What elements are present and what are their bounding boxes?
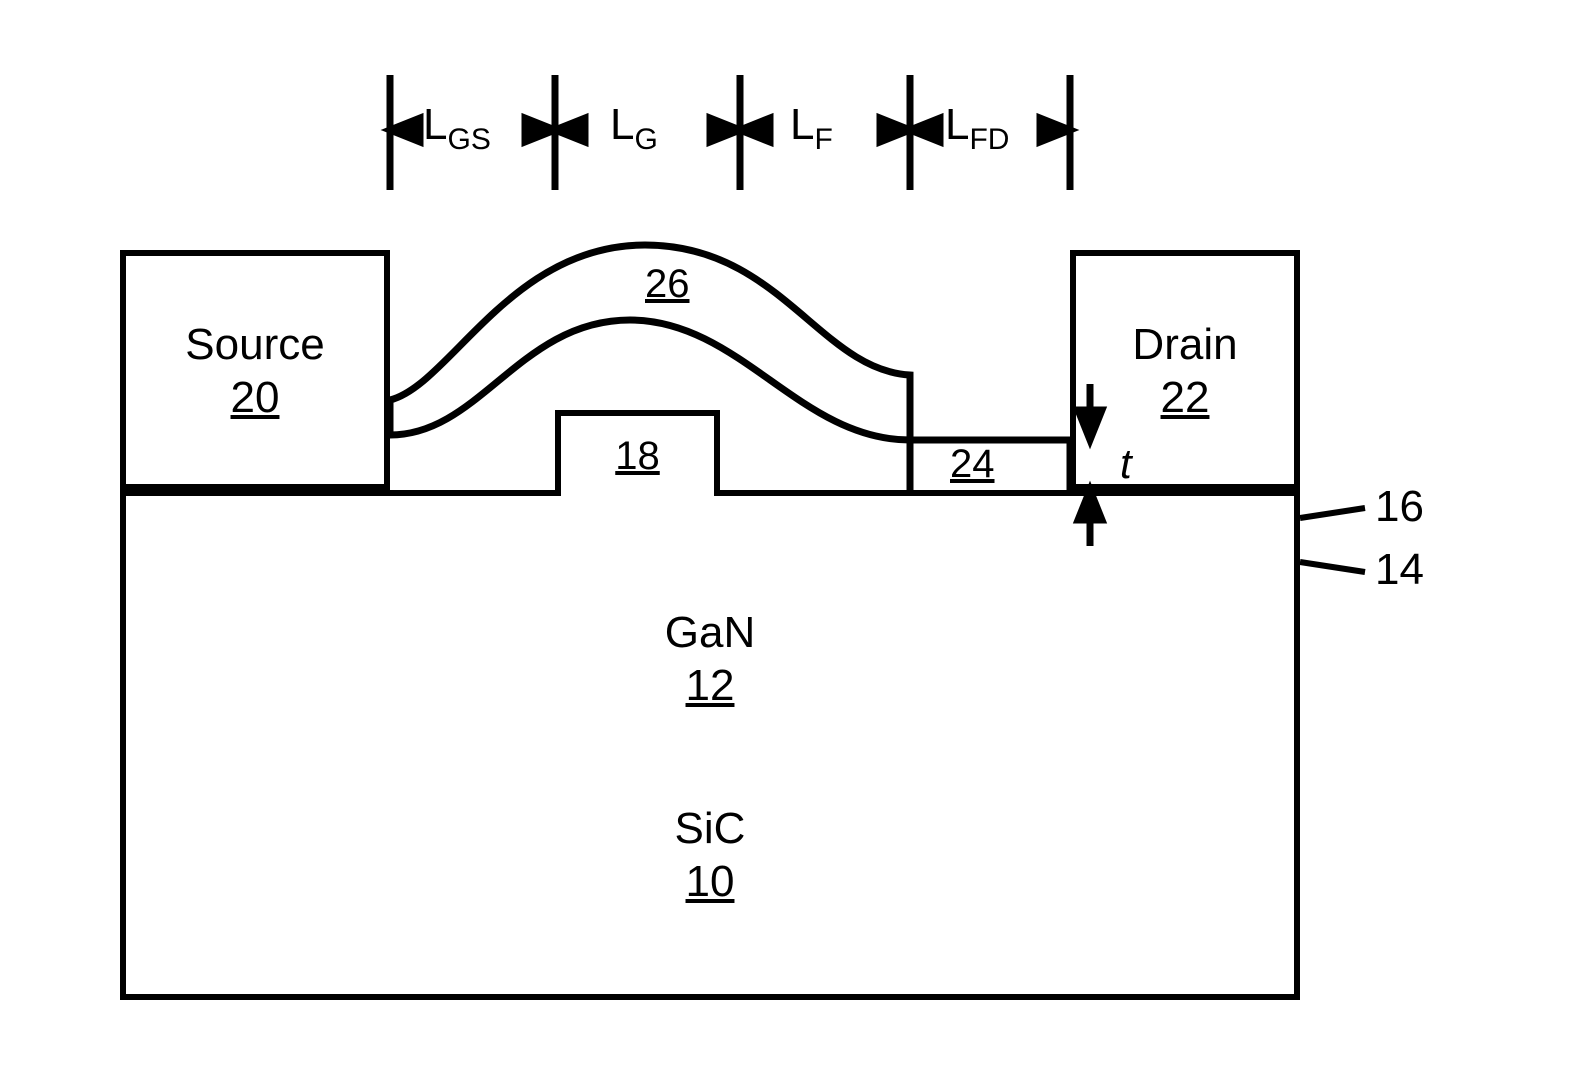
layer-gan: GaN 12: [120, 580, 1300, 746]
drain-label: Drain: [1076, 320, 1294, 371]
source-num: 20: [126, 373, 384, 423]
substrate-sic: SiC 10: [120, 740, 1300, 1000]
field-plate-region: [720, 435, 1070, 496]
source-label: Source: [126, 320, 384, 371]
layer-14-num: 14: [1375, 545, 1424, 595]
layer-16-num: 16: [1375, 482, 1424, 532]
dim-lfd: LFD: [945, 100, 1009, 157]
drain-num: 22: [1076, 373, 1294, 423]
leader-lines: [1300, 508, 1365, 572]
layer-14: [120, 540, 1300, 586]
gan-label: GaN: [126, 608, 1294, 659]
field-24-num: 24: [950, 442, 995, 487]
source-contact: Source 20: [120, 250, 390, 490]
dim-lf: LF: [790, 100, 833, 157]
dim-lg: LG: [610, 100, 658, 157]
gate-num: 18: [561, 416, 714, 479]
transistor-cross-section: SiC 10 GaN 12 Source 20 Drain 22 18: [120, 40, 1470, 1040]
drain-contact: Drain 22: [1070, 250, 1300, 490]
layer-16: [120, 490, 1300, 546]
dim-lgs: LGS: [423, 100, 491, 157]
structure-26-num: 26: [645, 262, 690, 307]
sic-label: SiC: [126, 804, 1294, 855]
thickness-t-label: t: [1120, 440, 1132, 488]
gan-num: 12: [126, 661, 1294, 711]
sic-num: 10: [126, 857, 1294, 907]
gate-electrode: 18: [555, 410, 720, 496]
